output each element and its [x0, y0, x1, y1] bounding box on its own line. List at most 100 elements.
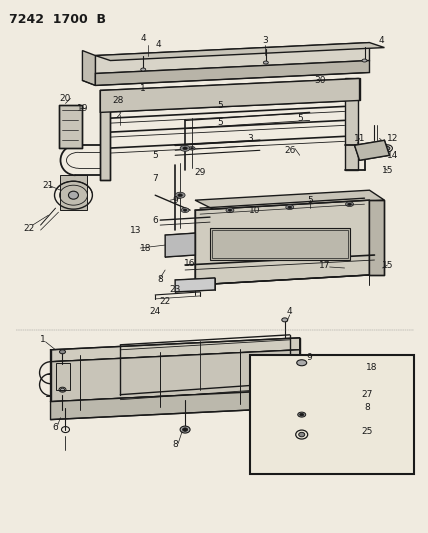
- Ellipse shape: [299, 432, 305, 437]
- Text: 23: 23: [169, 286, 181, 294]
- Text: 29: 29: [194, 168, 206, 177]
- Text: 14: 14: [387, 151, 398, 160]
- Polygon shape: [95, 61, 369, 85]
- Ellipse shape: [297, 360, 307, 366]
- Ellipse shape: [183, 147, 187, 150]
- Text: 5: 5: [297, 114, 303, 123]
- Text: 3: 3: [262, 36, 268, 45]
- Ellipse shape: [366, 150, 374, 155]
- Ellipse shape: [368, 151, 372, 154]
- Text: 5: 5: [152, 151, 158, 160]
- Text: 9: 9: [307, 353, 312, 362]
- Ellipse shape: [263, 61, 268, 64]
- Polygon shape: [51, 338, 300, 362]
- Text: 5: 5: [217, 101, 223, 110]
- Text: 15: 15: [382, 166, 393, 175]
- Text: 19: 19: [77, 104, 88, 113]
- Polygon shape: [95, 43, 369, 74]
- Text: 22: 22: [160, 297, 171, 306]
- Text: 27: 27: [362, 390, 373, 399]
- Ellipse shape: [183, 428, 187, 431]
- Text: 2: 2: [116, 111, 121, 120]
- Polygon shape: [195, 200, 369, 285]
- Text: 6: 6: [53, 423, 58, 432]
- Text: 7: 7: [152, 174, 158, 183]
- Ellipse shape: [228, 209, 232, 211]
- Text: 5: 5: [307, 196, 312, 205]
- Text: 1: 1: [140, 84, 146, 93]
- Text: 6: 6: [152, 216, 158, 224]
- Text: 30: 30: [314, 76, 325, 85]
- Text: 28: 28: [113, 96, 124, 105]
- Polygon shape: [95, 43, 384, 61]
- Ellipse shape: [345, 202, 354, 207]
- Ellipse shape: [189, 147, 195, 150]
- Polygon shape: [195, 190, 384, 210]
- Ellipse shape: [191, 148, 193, 149]
- Polygon shape: [354, 140, 389, 160]
- Text: 22: 22: [23, 224, 34, 232]
- Text: 8: 8: [172, 440, 178, 449]
- Text: 12: 12: [387, 134, 398, 143]
- Polygon shape: [165, 233, 195, 257]
- Ellipse shape: [68, 191, 78, 199]
- Bar: [212, 230, 348, 258]
- Ellipse shape: [178, 244, 182, 246]
- Ellipse shape: [348, 203, 351, 205]
- Polygon shape: [51, 390, 300, 419]
- Ellipse shape: [226, 208, 234, 213]
- Polygon shape: [101, 78, 360, 112]
- Ellipse shape: [176, 243, 184, 247]
- Polygon shape: [101, 91, 110, 180]
- Text: 10: 10: [249, 206, 261, 215]
- Ellipse shape: [362, 59, 367, 62]
- Text: 25: 25: [362, 427, 373, 436]
- Ellipse shape: [385, 147, 390, 150]
- Polygon shape: [369, 200, 384, 275]
- Text: 4: 4: [155, 40, 161, 49]
- Text: 5: 5: [217, 118, 223, 127]
- Ellipse shape: [178, 194, 182, 197]
- Text: 18: 18: [140, 244, 151, 253]
- Text: 26: 26: [284, 146, 295, 155]
- Ellipse shape: [316, 90, 324, 95]
- Bar: [250, 355, 414, 474]
- Text: 7242  1700  B: 7242 1700 B: [9, 13, 106, 26]
- Text: 4: 4: [287, 308, 293, 317]
- Ellipse shape: [180, 146, 190, 151]
- Text: 24: 24: [149, 308, 161, 317]
- Ellipse shape: [183, 209, 187, 211]
- Text: 11: 11: [354, 134, 365, 143]
- Ellipse shape: [288, 206, 291, 208]
- Text: 17: 17: [319, 261, 330, 270]
- Text: 3: 3: [247, 134, 253, 143]
- Ellipse shape: [60, 388, 65, 391]
- Text: 16: 16: [184, 259, 196, 268]
- Text: 9: 9: [172, 196, 178, 205]
- Polygon shape: [51, 350, 300, 402]
- Ellipse shape: [181, 208, 189, 213]
- Ellipse shape: [286, 205, 294, 209]
- Text: 13: 13: [130, 225, 141, 235]
- Ellipse shape: [312, 87, 327, 98]
- Polygon shape: [59, 106, 83, 148]
- Polygon shape: [83, 51, 95, 85]
- Text: 15: 15: [382, 261, 393, 270]
- Polygon shape: [60, 175, 87, 210]
- Polygon shape: [175, 278, 215, 292]
- Text: 8: 8: [365, 403, 370, 412]
- Text: 20: 20: [60, 94, 71, 103]
- Ellipse shape: [298, 412, 306, 417]
- Ellipse shape: [282, 318, 288, 322]
- Text: 21: 21: [43, 181, 54, 190]
- Text: 8: 8: [158, 276, 163, 285]
- Ellipse shape: [300, 414, 304, 416]
- Text: 4: 4: [140, 34, 146, 43]
- Ellipse shape: [180, 426, 190, 433]
- Text: 1: 1: [40, 335, 45, 344]
- Text: 4: 4: [379, 36, 384, 45]
- Ellipse shape: [175, 192, 185, 198]
- Ellipse shape: [141, 68, 146, 71]
- Bar: [210, 228, 350, 260]
- Polygon shape: [345, 78, 357, 170]
